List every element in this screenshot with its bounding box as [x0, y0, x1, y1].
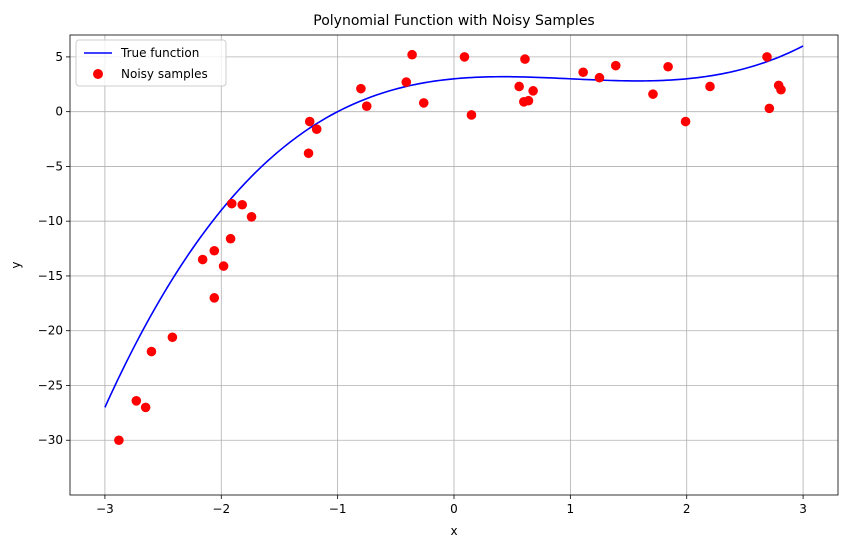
noisy-sample-point	[246, 212, 257, 222]
noisy-sample-point	[523, 95, 534, 106]
y-tick-label: −25	[38, 378, 63, 392]
y-axis-label: y	[9, 261, 23, 268]
noisy-sample-point	[514, 81, 524, 92]
noisy-sample-point	[356, 83, 366, 94]
noisy-sample-point	[578, 67, 588, 78]
noisy-sample-point	[762, 52, 772, 62]
noisy-sample-point	[218, 261, 229, 271]
y-tick-label: −20	[38, 324, 63, 338]
noisy-sample-point	[528, 86, 538, 96]
legend-dot-swatch	[93, 69, 103, 79]
noisy-sample-point	[407, 49, 417, 60]
y-axis-ticks: 5 0 −5 −10 −15 −20 −25 −30	[38, 50, 70, 447]
noisy-sample-point	[131, 396, 142, 406]
x-tick-label: −1	[329, 502, 347, 516]
noisy-sample-point	[520, 54, 530, 64]
noisy-sample-point	[311, 124, 322, 134]
y-tick-label: 5	[55, 50, 63, 64]
noisy-sample-point	[226, 198, 237, 209]
true-function-line	[104, 45, 804, 408]
noisy-sample-point	[466, 110, 477, 120]
noisy-sample-point	[680, 116, 691, 127]
y-tick-label: −15	[38, 269, 63, 283]
noisy-sample-point	[140, 402, 151, 413]
x-tick-label: 3	[799, 502, 807, 516]
noisy-sample-point	[663, 61, 673, 72]
x-tick-label: −2	[212, 502, 230, 516]
x-tick-label: 2	[683, 502, 691, 516]
noisy-sample-point	[764, 103, 775, 114]
y-tick-label: −10	[38, 214, 63, 228]
noisy-sample-point	[146, 346, 157, 357]
noisy-sample-point	[209, 245, 220, 256]
noisy-sample-point	[459, 52, 470, 62]
y-tick-label: 0	[55, 105, 63, 119]
legend-label-true-function: True function	[120, 46, 199, 60]
noisy-sample-point	[594, 72, 605, 83]
noisy-sample-point	[237, 199, 248, 210]
noisy-sample-point	[304, 116, 315, 127]
noisy-sample-point	[610, 60, 621, 71]
x-tick-label: 1	[567, 502, 575, 516]
y-tick-label: −5	[45, 159, 63, 173]
noisy-sample-point	[648, 89, 658, 99]
y-tick-label: −30	[38, 433, 63, 447]
noisy-sample-point	[776, 84, 786, 95]
noisy-sample-point	[361, 101, 372, 111]
noisy-sample-point	[167, 332, 178, 343]
legend-label-noisy-samples: Noisy samples	[121, 67, 208, 81]
noisy-samples-layer	[114, 49, 786, 446]
legend: True function Noisy samples	[75, 39, 227, 87]
true-function-layer	[104, 45, 804, 408]
noisy-sample-point	[401, 77, 412, 87]
noisy-sample-point	[197, 254, 208, 265]
x-axis-label: x	[450, 524, 457, 538]
noisy-sample-point	[705, 81, 715, 92]
x-tick-label: 0	[450, 502, 458, 516]
grid	[70, 35, 838, 495]
noisy-sample-point	[418, 98, 429, 108]
noisy-sample-point	[225, 233, 236, 244]
chart-title: Polynomial Function with Noisy Samples	[313, 13, 594, 29]
noisy-sample-point	[114, 435, 124, 446]
noisy-sample-point	[303, 148, 314, 159]
noisy-sample-point	[209, 293, 220, 303]
x-axis-ticks: −3 −2 −1 0 1 2 3	[96, 495, 807, 516]
x-tick-label: −3	[96, 502, 114, 516]
legend-box	[75, 39, 227, 87]
